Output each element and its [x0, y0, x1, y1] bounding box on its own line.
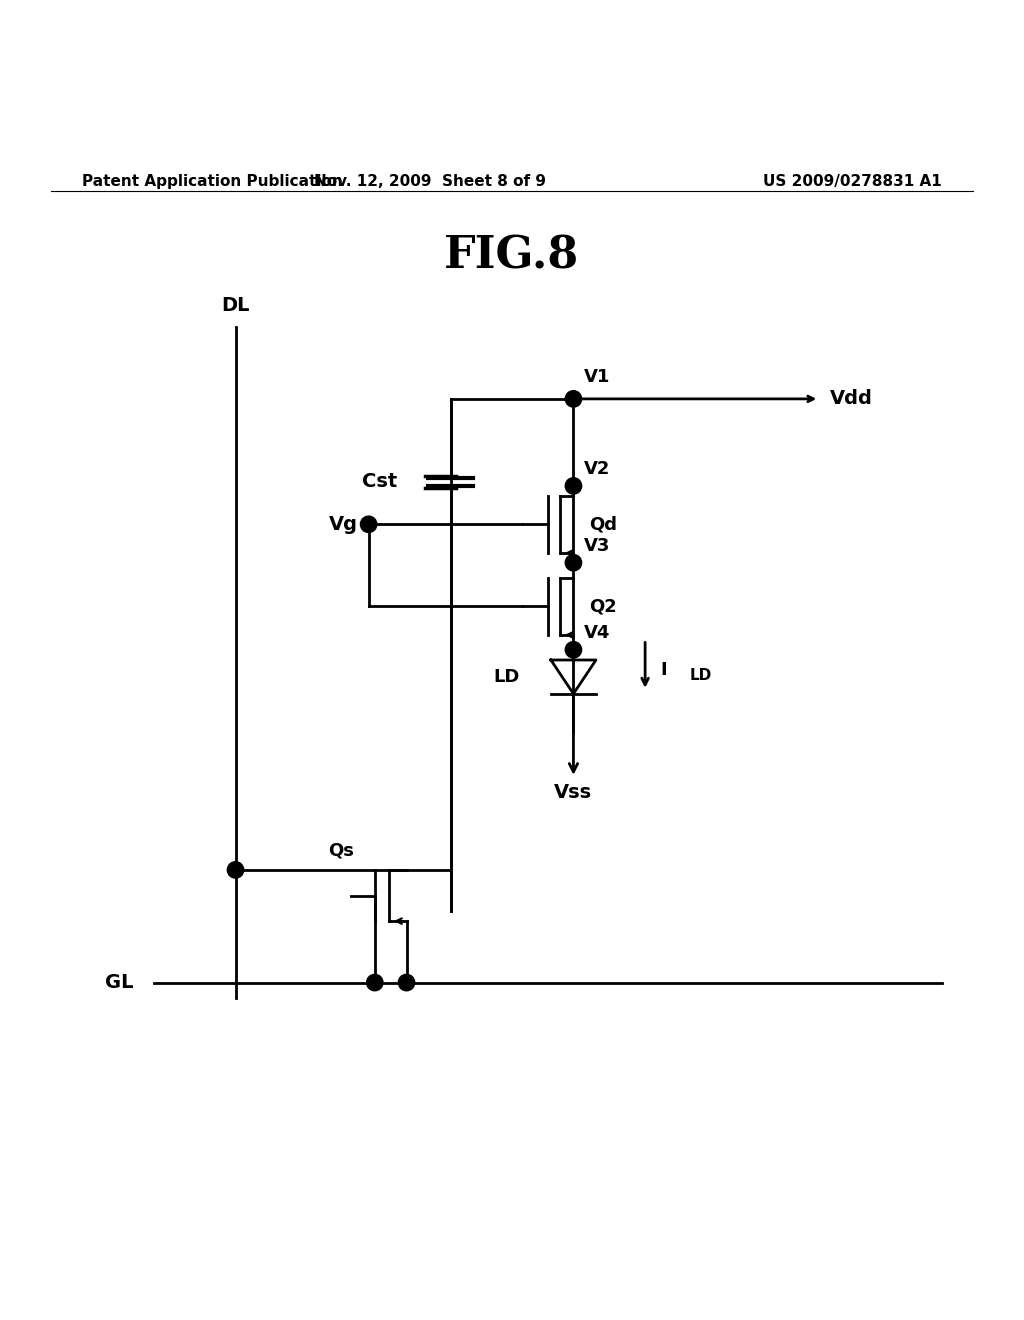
Text: I: I	[660, 661, 667, 680]
Text: DL: DL	[221, 296, 250, 315]
Text: Vdd: Vdd	[829, 389, 872, 408]
Circle shape	[398, 974, 415, 991]
Text: GL: GL	[104, 973, 133, 993]
Text: V1: V1	[584, 367, 610, 385]
Circle shape	[565, 642, 582, 657]
Text: Vss: Vss	[554, 783, 593, 801]
Text: FIG.8: FIG.8	[444, 234, 580, 277]
Text: LD: LD	[494, 668, 520, 686]
Circle shape	[360, 516, 377, 532]
Circle shape	[565, 478, 582, 494]
Circle shape	[367, 974, 383, 991]
Circle shape	[227, 862, 244, 878]
Text: Patent Application Publication: Patent Application Publication	[82, 174, 343, 189]
Circle shape	[565, 554, 582, 572]
Circle shape	[565, 391, 582, 407]
Text: Qs: Qs	[328, 842, 353, 859]
Text: V3: V3	[584, 536, 610, 554]
Text: Qd: Qd	[589, 515, 616, 533]
Text: Q2: Q2	[589, 597, 616, 615]
Text: US 2009/0278831 A1: US 2009/0278831 A1	[763, 174, 942, 189]
Text: Cst: Cst	[362, 473, 397, 491]
Text: V2: V2	[584, 459, 610, 478]
Text: V4: V4	[584, 623, 610, 642]
Text: LD: LD	[689, 668, 712, 682]
Text: Vg: Vg	[330, 515, 358, 533]
Text: Nov. 12, 2009  Sheet 8 of 9: Nov. 12, 2009 Sheet 8 of 9	[314, 174, 546, 189]
